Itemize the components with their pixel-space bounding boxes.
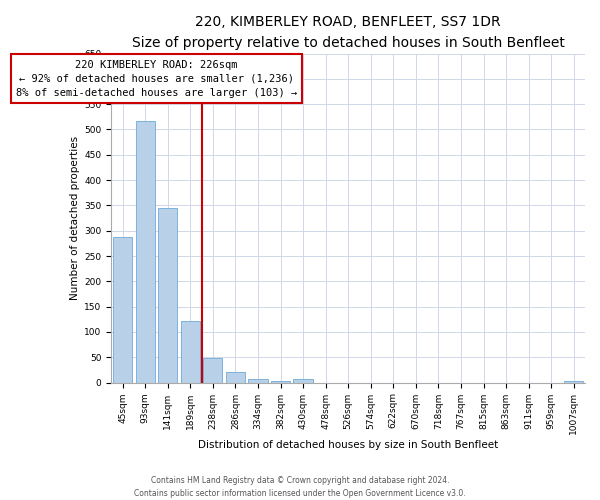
Bar bbox=[158, 208, 178, 382]
Bar bbox=[226, 372, 245, 382]
Bar bbox=[293, 378, 313, 382]
Bar bbox=[181, 321, 200, 382]
Bar bbox=[136, 121, 155, 382]
Text: Contains HM Land Registry data © Crown copyright and database right 2024.
Contai: Contains HM Land Registry data © Crown c… bbox=[134, 476, 466, 498]
Y-axis label: Number of detached properties: Number of detached properties bbox=[70, 136, 80, 300]
Bar bbox=[203, 358, 223, 382]
Bar bbox=[271, 381, 290, 382]
X-axis label: Distribution of detached houses by size in South Benfleet: Distribution of detached houses by size … bbox=[198, 440, 498, 450]
Text: 220 KIMBERLEY ROAD: 226sqm
← 92% of detached houses are smaller (1,236)
8% of se: 220 KIMBERLEY ROAD: 226sqm ← 92% of deta… bbox=[16, 60, 297, 98]
Bar bbox=[248, 378, 268, 382]
Bar bbox=[564, 380, 583, 382]
Bar bbox=[113, 237, 132, 382]
Title: 220, KIMBERLEY ROAD, BENFLEET, SS7 1DR
Size of property relative to detached hou: 220, KIMBERLEY ROAD, BENFLEET, SS7 1DR S… bbox=[132, 15, 565, 50]
